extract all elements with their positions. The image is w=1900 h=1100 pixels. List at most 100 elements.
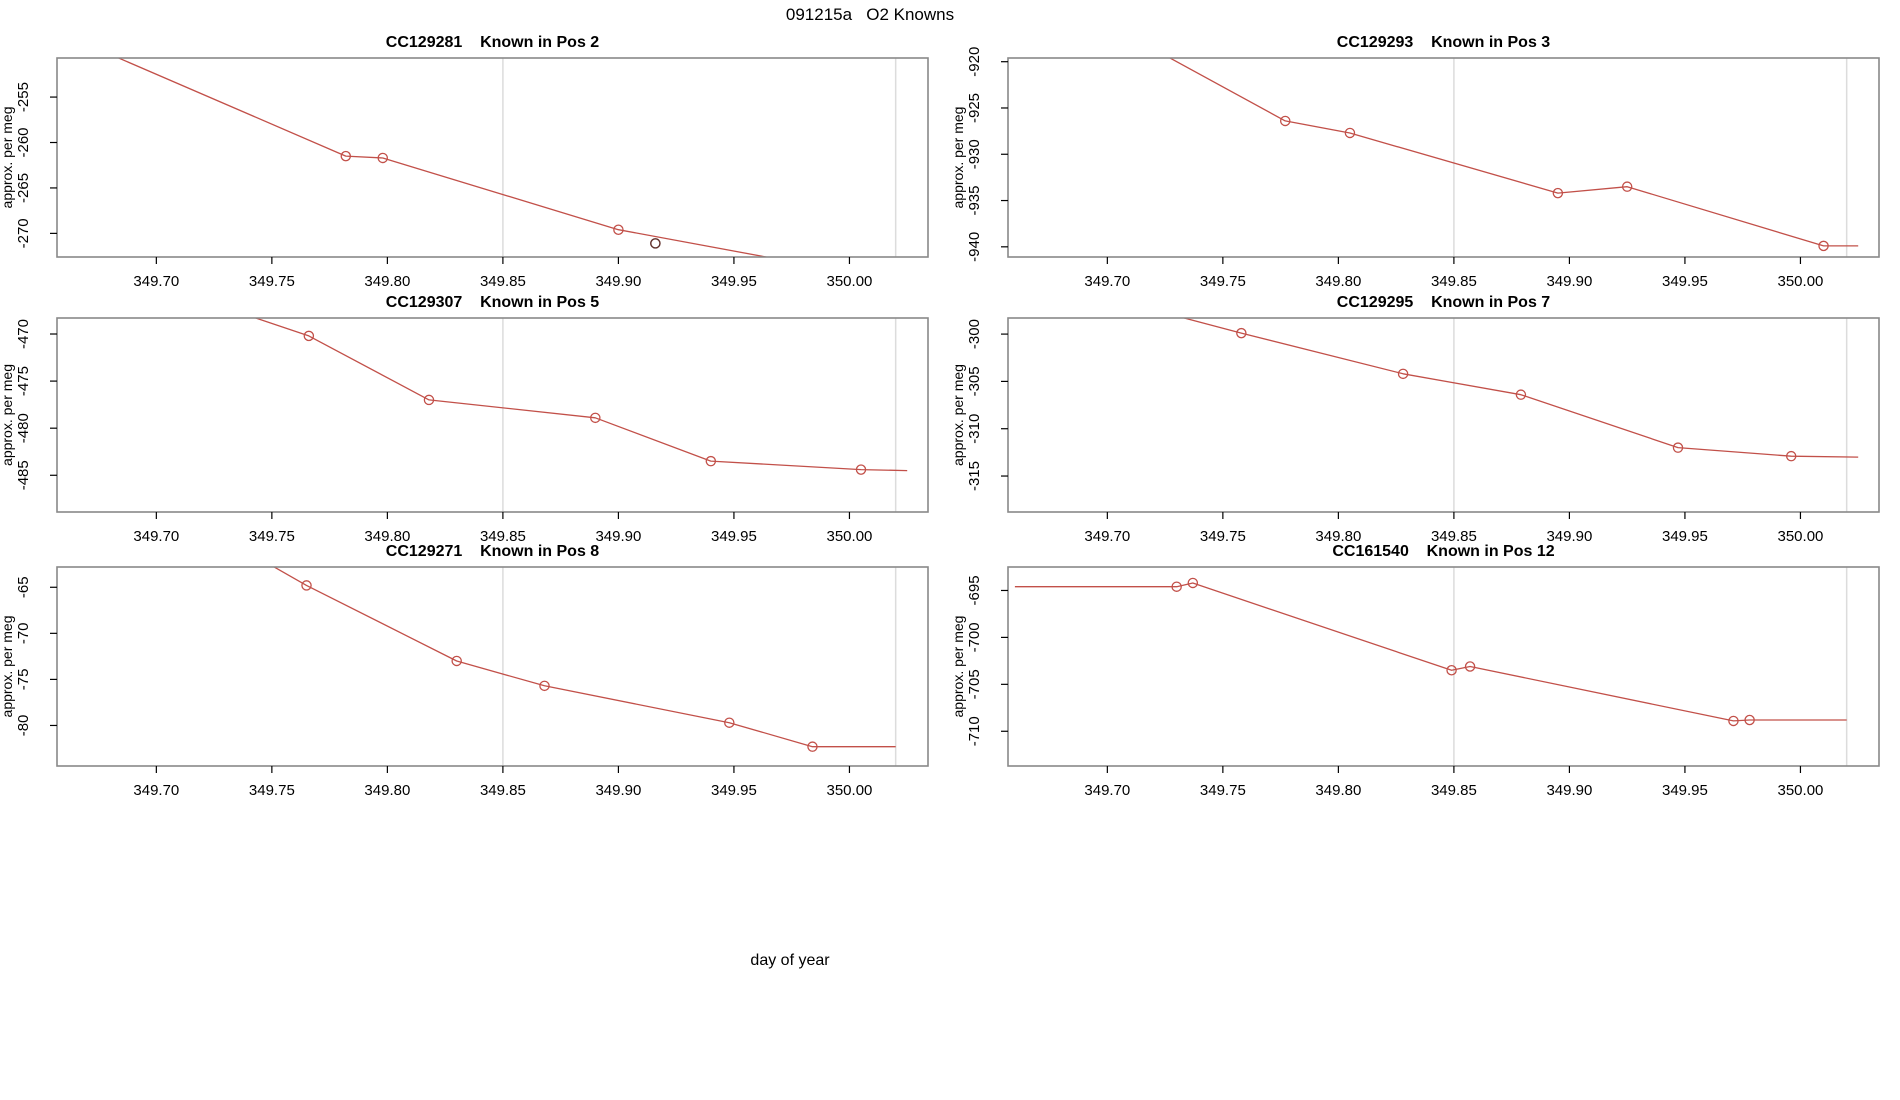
x-tick-label: 349.70 — [1084, 273, 1130, 290]
subplot-title: CC129281 Known in Pos 2 — [386, 34, 600, 51]
subplot-CC129295: 349.70 349.75 349.80 349.85 349.90 349.95 350.… — [950, 294, 1880, 545]
x-tick-label: 350.00 — [1778, 273, 1824, 290]
x-tick-label: 349.90 — [1546, 528, 1592, 545]
y-tick-label: -480 — [15, 413, 32, 443]
y-tick-label: -940 — [966, 232, 983, 262]
y-tick-label: -260 — [15, 127, 32, 157]
data-line — [1168, 58, 1859, 247]
plot-frame — [56, 317, 929, 513]
x-tick-label: 350.00 — [827, 273, 873, 290]
data-point-marker — [807, 741, 818, 752]
x-tick-label: 350.00 — [827, 782, 873, 799]
x-tick-label: 349.80 — [1315, 273, 1361, 290]
y-tick-label: -70 — [15, 622, 32, 644]
x-tick-label: 349.75 — [1200, 528, 1246, 545]
y-tick-label: -925 — [966, 93, 983, 123]
plot-frame — [1007, 566, 1880, 767]
y-axis-label: approx. per meg — [0, 364, 15, 466]
subplot-CC129271: 349.70 349.75 349.80 349.85 349.90 349.95 350.… — [0, 543, 929, 799]
data-point-marker — [377, 152, 389, 164]
x-tick-label: 349.85 — [1431, 528, 1477, 545]
data-point-marker — [303, 330, 315, 342]
x-tick-label: 349.75 — [1200, 273, 1246, 290]
x-axis-label: day of year — [750, 952, 830, 969]
x-tick-label: 349.75 — [1200, 782, 1246, 799]
data-point-marker — [613, 224, 624, 235]
data-line — [1014, 582, 1847, 722]
y-tick-label: -270 — [15, 218, 32, 248]
x-tick-label: 349.90 — [595, 782, 641, 799]
y-tick-label: -700 — [966, 622, 983, 652]
x-tick-label: 349.90 — [1546, 273, 1592, 290]
series-group — [117, 58, 770, 257]
x-tick-label: 349.75 — [249, 528, 295, 545]
y-tick-label: -310 — [966, 414, 983, 444]
y-tick-label: -255 — [15, 82, 32, 112]
subplot-title: CC129293 Known in Pos 3 — [1337, 34, 1551, 51]
x-tick-label: 349.95 — [1662, 273, 1708, 290]
series-group — [1014, 577, 1847, 727]
data-line — [253, 318, 908, 472]
x-tick-label: 349.75 — [249, 782, 295, 799]
data-point-marker — [1744, 714, 1755, 726]
data-point-marker — [1621, 181, 1633, 192]
subplot-title: CC129307 Known in Pos 5 — [386, 294, 600, 311]
data-point-marker — [423, 394, 435, 406]
x-tick-label: 349.95 — [711, 273, 757, 290]
y-tick-label: -475 — [15, 366, 32, 396]
figure-title: 091215a O2 Knowns — [785, 5, 955, 24]
subplot-title: CC129271 Known in Pos 8 — [386, 543, 600, 560]
data-point-marker — [301, 580, 312, 591]
y-tick-label: -935 — [966, 186, 983, 216]
data-point-marker — [855, 464, 867, 475]
x-tick-label: 349.75 — [249, 273, 295, 290]
data-point-marker — [1515, 389, 1527, 400]
y-tick-label: -265 — [15, 173, 32, 203]
data-line — [272, 567, 896, 748]
x-tick-label: 350.00 — [827, 528, 873, 545]
series-group — [272, 567, 896, 752]
x-tick-label: 349.80 — [1315, 782, 1361, 799]
data-point-marker — [539, 680, 550, 692]
plot-frame — [56, 57, 929, 258]
subplot-title: CC161540 Known in Pos 12 — [1332, 543, 1554, 560]
plot-frame — [1007, 317, 1880, 513]
x-tick-label: 349.70 — [133, 273, 179, 290]
x-tick-label: 349.80 — [364, 528, 410, 545]
y-tick-label: -470 — [15, 319, 32, 349]
data-point-marker — [705, 455, 717, 467]
data-line — [117, 58, 770, 257]
x-tick-label: 349.90 — [595, 273, 641, 290]
subplot-CC161540: 349.70 349.75 349.80 349.85 349.90 349.95 350.… — [950, 543, 1880, 799]
data-point-marker — [1344, 127, 1356, 139]
x-tick-label: 349.85 — [480, 782, 526, 799]
data-point-marker — [1464, 661, 1476, 672]
data-point-marker — [724, 717, 735, 728]
y-tick-label: -705 — [966, 669, 983, 699]
y-tick-label: -75 — [15, 669, 32, 691]
excluded-point-marker — [650, 238, 661, 249]
subplot-CC129307: 349.70 349.75 349.80 349.85 349.90 349.95 350.… — [0, 294, 929, 545]
x-tick-label: 349.70 — [1084, 782, 1130, 799]
data-point-marker — [1728, 715, 1739, 727]
series-group — [253, 318, 908, 475]
subplot-CC129281: 349.70 349.75 349.80 349.85 349.90 349.95 350.… — [0, 34, 929, 290]
data-point-marker — [451, 655, 462, 667]
y-tick-label: -710 — [966, 716, 983, 746]
x-tick-label: 349.90 — [595, 528, 641, 545]
data-point-marker — [1236, 327, 1247, 339]
x-tick-label: 349.85 — [480, 273, 526, 290]
data-point-marker — [1818, 240, 1829, 252]
y-tick-label: -65 — [15, 576, 32, 598]
x-tick-label: 349.80 — [1315, 528, 1361, 545]
x-tick-label: 350.00 — [1778, 782, 1824, 799]
data-point-marker — [1785, 450, 1797, 462]
x-tick-label: 349.80 — [364, 782, 410, 799]
y-tick-label: -695 — [966, 575, 983, 605]
x-tick-label: 349.70 — [133, 528, 179, 545]
y-axis-label: approx. per meg — [950, 107, 966, 209]
data-line — [1181, 318, 1859, 458]
x-tick-label: 349.85 — [1431, 273, 1477, 290]
